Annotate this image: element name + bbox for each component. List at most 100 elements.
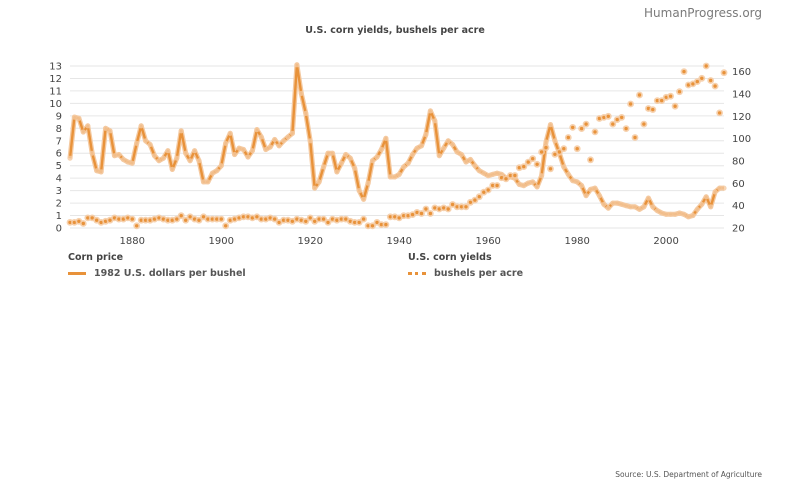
price-point	[525, 180, 531, 186]
price-point	[347, 155, 353, 161]
price-point	[232, 151, 238, 158]
price-point	[218, 163, 224, 169]
yield-point	[344, 217, 348, 221]
price-point	[67, 155, 73, 161]
price-point	[258, 134, 264, 140]
yield-point	[713, 84, 717, 88]
yield-point	[379, 222, 384, 227]
yield-point	[321, 217, 326, 221]
price-point	[721, 185, 727, 191]
price-point	[441, 145, 447, 151]
price-point	[312, 185, 318, 191]
yield-point	[370, 224, 375, 228]
price-point	[178, 128, 184, 134]
price-point	[111, 153, 118, 159]
x-tick-label: 1880	[120, 236, 145, 247]
yield-point	[593, 130, 597, 134]
price-point	[427, 108, 433, 114]
yield-point	[548, 167, 553, 171]
yield-point	[295, 217, 299, 221]
yield-point	[268, 216, 272, 220]
legend-corn-yields: U.S. corn yields bushels per acre	[408, 252, 523, 279]
price-point	[636, 206, 643, 212]
price-point	[338, 160, 344, 166]
yield-point	[304, 219, 308, 223]
price-point	[418, 143, 425, 149]
yield-point	[210, 217, 215, 221]
price-point	[405, 160, 411, 166]
yield-point	[575, 147, 579, 151]
price-point	[329, 150, 336, 156]
yield-point	[642, 122, 646, 126]
yield-point	[330, 217, 335, 221]
price-point	[276, 143, 282, 149]
yield-point	[606, 114, 610, 119]
yield-point	[103, 219, 108, 223]
yield-point	[539, 150, 544, 154]
yield-point	[308, 216, 312, 220]
price-point	[272, 136, 278, 143]
yield-point	[259, 217, 263, 221]
yield-point	[584, 122, 588, 126]
price-point	[187, 158, 193, 164]
yield-point	[464, 205, 468, 209]
price-point	[632, 204, 638, 210]
price-point	[681, 211, 687, 217]
yield-point	[384, 222, 388, 227]
right-tick-label: 100	[732, 134, 751, 145]
yield-point	[660, 98, 664, 103]
left-tick-label: 5	[56, 161, 62, 172]
right-tick-label: 20	[732, 224, 745, 235]
price-point	[116, 151, 122, 158]
yield-point	[175, 217, 179, 221]
price-point	[414, 145, 420, 151]
price-point	[98, 169, 104, 175]
series-yield	[66, 62, 728, 230]
price-point	[561, 164, 567, 170]
yield-point	[77, 219, 81, 223]
left-tick-label: 11	[49, 86, 62, 97]
yield-point	[335, 218, 339, 222]
yield-point	[108, 218, 112, 222]
price-point	[352, 165, 358, 171]
right-tick-label: 140	[732, 89, 751, 100]
left-tick-label: 8	[56, 124, 62, 135]
yield-point	[633, 135, 637, 140]
legend-corn-price: Corn price 1982 U.S. dollars per bushel	[68, 252, 246, 279]
price-point	[209, 170, 215, 176]
left-tick-label: 7	[56, 136, 62, 147]
yield-point	[579, 126, 584, 131]
price-point	[614, 200, 620, 206]
yield-point	[219, 217, 223, 221]
yield-point	[419, 211, 424, 216]
price-point	[298, 90, 304, 96]
yield-point	[148, 218, 152, 222]
price-point	[254, 127, 260, 133]
yield-point	[273, 217, 277, 221]
x-tick-label: 1920	[298, 236, 323, 247]
legend-group-corn-price: Corn price	[68, 252, 124, 263]
yield-point	[179, 214, 183, 218]
price-point	[623, 203, 629, 209]
yield-point	[722, 71, 726, 75]
right-tick-label: 60	[732, 179, 745, 190]
price-point	[94, 168, 100, 174]
yield-point	[201, 215, 206, 219]
yield-point	[624, 126, 628, 131]
yield-point	[135, 224, 139, 228]
yield-point	[513, 173, 517, 178]
yield-point	[188, 215, 192, 219]
price-point	[245, 154, 251, 160]
yield-point	[468, 200, 473, 204]
yield-point	[611, 122, 615, 126]
price-point	[454, 149, 460, 155]
price-point	[596, 193, 603, 199]
right-tick-label: 120	[732, 112, 751, 123]
price-point	[450, 141, 456, 148]
yield-point	[353, 220, 357, 225]
price-point	[263, 146, 269, 153]
yield-point	[504, 177, 508, 181]
yield-point	[517, 166, 521, 170]
yield-point	[655, 98, 659, 103]
yield-point	[406, 214, 410, 218]
